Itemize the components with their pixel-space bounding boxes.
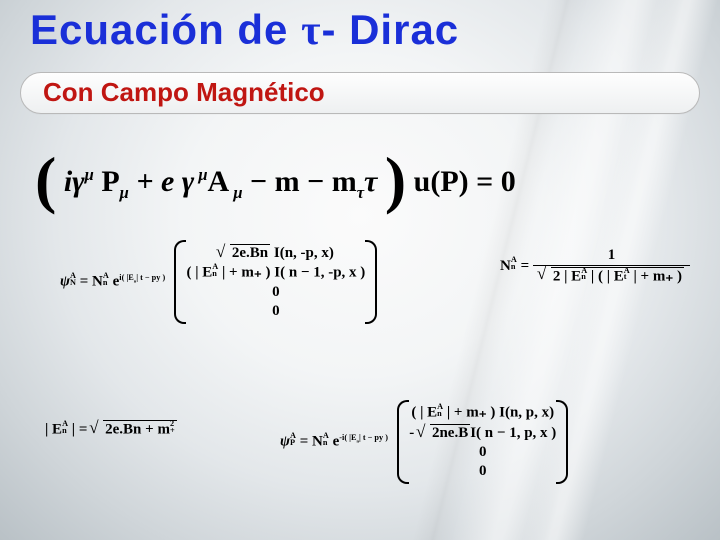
Nn-den: 2 | EAn | ( | EAt | + m₊ ) [533,266,690,285]
psiP-vector: ( | EAn | + m₊ ) I(n, p, x) - 2ne.BI( n … [399,400,566,484]
energy-equation: | EAn | = 2e.Bn + m2+ [45,420,177,438]
psiN-row-2: ( | EAn | + m₊ ) I( n − 1, -p, x ) [186,264,365,282]
Nn-supsub: An [511,257,517,270]
psiP-row-2: - 2ne.BI( n − 1, p, x ) [409,424,556,442]
slide-canvas: Ecuación de τ- Dirac Con Campo Magnético… [0,0,720,540]
term-1-sup: μ [85,165,94,184]
sqrt-icon: 2e.Bn [218,244,270,262]
slide-title: Ecuación de τ- Dirac [30,6,459,55]
psiN-row-1: 2e.Bn I(n, -p, x) [186,244,365,262]
psiN-row-4: 0 [186,303,365,320]
title-tau: τ [301,8,321,54]
left-paren: ( [35,144,56,215]
term-2b: A [208,165,230,198]
subtitle-text: Con Campo Magnético [43,77,325,107]
psi-p-equation: ψAP = NAn e-i( |En| t − py ) ( | EAn | +… [280,400,566,484]
sqrt-icon: 2e.Bn + m2+ [91,420,177,438]
psiP-row-3: 0 [409,444,556,461]
psiN-exp-sup: i( |En| t − py ) [119,273,165,282]
En-lhs: | E [45,421,62,437]
term-1b: P [101,165,119,198]
psiN-sym: ψ [60,274,70,290]
psiP-eq: = N [300,434,323,450]
term-1-sub: μ [120,183,129,202]
En-supsub: An [62,421,68,434]
sqrt-icon: 2ne.B [418,424,470,442]
title-pre: Ecuación de [30,6,301,53]
right-paren: ) [385,144,406,215]
u-of-p: u(P) = 0 [414,165,516,198]
Nn-lhs: N [500,258,511,274]
psiN-N-supsub: An [103,273,109,286]
psiN-eq: = N [80,274,103,290]
psiP-row-1: ( | EAn | + m₊ ) I(n, p, x) [409,404,556,422]
Nn-eq: = [521,258,533,274]
term-3: − m − m [250,165,357,198]
psiN-vector: 2e.Bn I(n, -p, x) ( | EAn | + m₊ ) I( n … [176,240,375,324]
Nn-fraction: 1 2 | EAn | ( | EAt | + m₊ ) [533,248,690,285]
psiP-supsub: AP [290,433,296,446]
term-2-sub2: μ [229,183,242,202]
psiP-row-4: 0 [409,463,556,480]
term-1a: iγ [64,165,85,198]
title-post: - Dirac [321,6,459,53]
term-3-sub: τ [357,183,364,202]
Nn-num: 1 [533,248,690,266]
term-2a: + e γ [136,165,194,198]
term-3-tau: τ [364,165,377,198]
psi-n-equation: ψAN = NAn ei( |En| t − py ) 2e.Bn I(n, -… [60,240,375,324]
psiP-exp-sup: -i( |En| t − py ) [339,433,388,442]
n-coefficient-equation: NAn = 1 2 | EAn | ( | EAt | + m₊ ) [500,248,690,285]
psiP-N-supsub: An [323,433,329,446]
psiP-sym: ψ [280,434,290,450]
psiN-supsub: AN [70,273,76,286]
psiN-row-3: 0 [186,284,365,301]
sqrt-icon: 2 | EAn | ( | EAt | + m₊ ) [539,267,684,285]
subtitle-pill: Con Campo Magnético [20,72,700,114]
term-2-sup: μ [194,165,207,184]
main-equation: ( iγμ Pμ + e γ μA μ − m − mττ ) u(P) = 0 [35,138,516,203]
